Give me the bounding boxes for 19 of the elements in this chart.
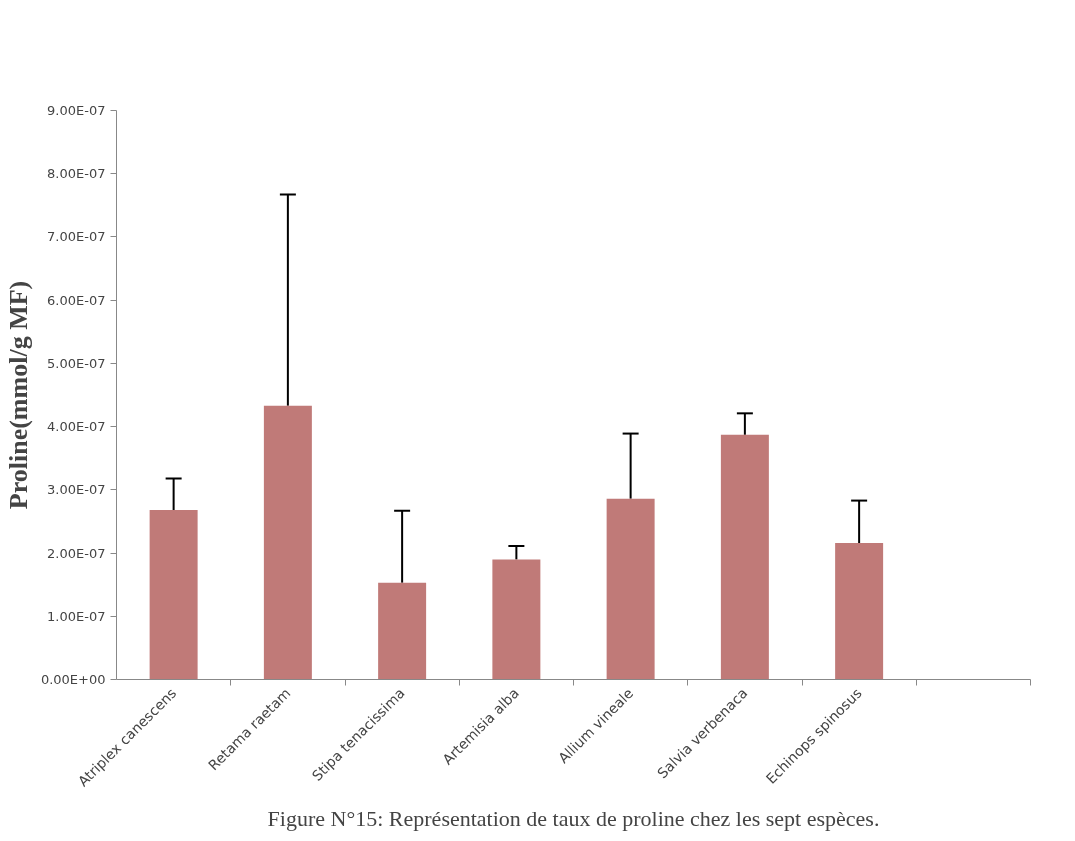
bar xyxy=(720,434,769,680)
text: Figure N°15: Représentation de taux de proline chez les sept espèces. xyxy=(267,805,880,831)
y-tick-label: 1.00E-07 xyxy=(47,608,106,624)
bar xyxy=(492,559,541,680)
y-tick-label: 3.00E-07 xyxy=(47,482,106,498)
bar xyxy=(835,542,884,680)
y-tick-label: 4.00E-07 xyxy=(47,419,106,435)
bar xyxy=(263,405,312,680)
y-tick-label: 5.00E-07 xyxy=(47,355,106,371)
y-tick-label: 0.00E+00 xyxy=(40,672,106,687)
y-axis-title: Proline(mmol/g MF) xyxy=(3,280,33,510)
bar xyxy=(149,510,198,680)
bar xyxy=(378,582,427,680)
y-tick-label: 7.00E-07 xyxy=(47,229,106,245)
y-tick-label: 8.00E-07 xyxy=(47,166,106,182)
y-tick-label: 9.00E-07 xyxy=(47,103,106,118)
y-tick-label: 6.00E-07 xyxy=(47,292,106,308)
bar xyxy=(606,498,655,680)
y-tick-label: 2.00E-07 xyxy=(47,545,106,561)
